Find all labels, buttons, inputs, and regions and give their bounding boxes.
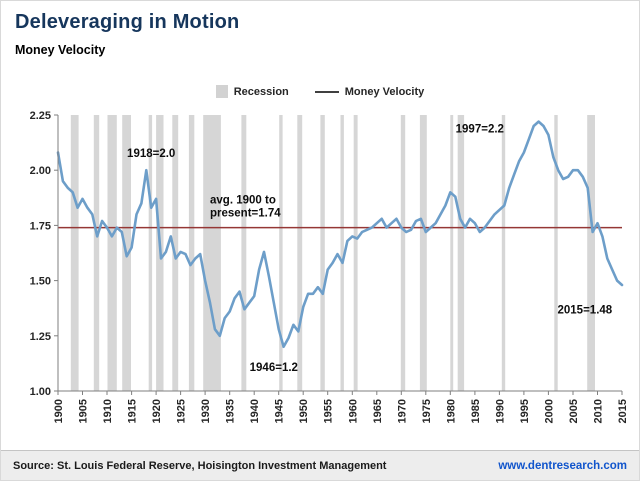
y-axis-label: 1.75 bbox=[30, 220, 51, 232]
money-velocity-line bbox=[56, 120, 624, 349]
recession-band bbox=[203, 115, 221, 391]
x-axis-label: 1900 bbox=[53, 399, 65, 423]
x-axis-label: 1935 bbox=[225, 399, 237, 423]
x-axis-label: 1990 bbox=[494, 399, 506, 423]
annotation: 2015=1.48 bbox=[558, 305, 613, 317]
chart-subtitle: Money Velocity bbox=[15, 43, 106, 57]
recession-band bbox=[320, 115, 325, 391]
y-axis-label: 1.25 bbox=[30, 331, 51, 343]
annotation: 1997=2.2 bbox=[456, 124, 504, 136]
x-axis-label: 1970 bbox=[396, 399, 408, 423]
x-axis-label: 1995 bbox=[519, 399, 531, 423]
recession-band bbox=[501, 115, 506, 391]
recession-band bbox=[188, 115, 195, 391]
recession-band bbox=[450, 115, 454, 391]
footer: Source: St. Louis Federal Reserve, Hoisi… bbox=[1, 450, 639, 480]
legend-label-recession: Recession bbox=[233, 85, 289, 98]
x-axis-label: 1945 bbox=[274, 399, 286, 423]
recession-band bbox=[297, 115, 303, 391]
recession-band bbox=[457, 115, 465, 391]
dentresearch-link[interactable]: www.dentresearch.com bbox=[498, 459, 627, 472]
recession-band bbox=[353, 115, 358, 391]
x-axis-label: 2000 bbox=[543, 399, 555, 423]
x-axis-label: 1965 bbox=[372, 399, 384, 423]
recession-band bbox=[279, 115, 283, 391]
annotation: avg. 1900 to present=1.74 bbox=[210, 194, 281, 219]
x-axis-label: 1930 bbox=[200, 399, 212, 423]
recession-band bbox=[93, 115, 100, 391]
x-axis-label: 2015 bbox=[617, 399, 629, 423]
recession-band bbox=[241, 115, 247, 391]
y-axis-label: 2.00 bbox=[30, 165, 51, 177]
legend-label-money-velocity: Money Velocity bbox=[344, 85, 425, 98]
x-axis-label: 1915 bbox=[127, 399, 139, 423]
y-axis-label: 2.25 bbox=[30, 110, 51, 122]
annotation: 1918=2.0 bbox=[127, 148, 175, 160]
recession-band bbox=[340, 115, 344, 391]
x-axis-label: 1975 bbox=[421, 399, 433, 423]
x-axis-label: 1950 bbox=[298, 399, 310, 423]
source-text: Source: St. Louis Federal Reserve, Hoisi… bbox=[13, 459, 387, 472]
recession-band bbox=[70, 115, 79, 391]
x-axis-label: 2005 bbox=[568, 399, 580, 423]
recession-band bbox=[419, 115, 427, 391]
x-axis-label: 1985 bbox=[470, 399, 482, 423]
recession-band bbox=[107, 115, 117, 391]
x-axis-label: 1955 bbox=[323, 399, 335, 423]
money-velocity-chart: 1.00 1.25 1.50 1.75 2.00 2.25 1900 1905 1910 1915… bbox=[30, 110, 629, 423]
line-swatch-icon bbox=[314, 90, 339, 93]
annotation: 1946=1.2 bbox=[250, 362, 298, 374]
y-axis-label: 1.50 bbox=[30, 276, 51, 288]
x-axis-label: 1960 bbox=[347, 399, 359, 423]
recession-band bbox=[587, 115, 595, 391]
y-axis-label: 1.00 bbox=[30, 386, 51, 398]
recession-band bbox=[148, 115, 153, 391]
recession-band bbox=[554, 115, 558, 391]
x-axis-label: 1925 bbox=[176, 399, 188, 423]
recession-band bbox=[400, 115, 406, 391]
page-title: Deleveraging in Motion bbox=[15, 11, 240, 33]
recession-swatch-icon bbox=[215, 85, 228, 98]
chart-legend: Recession Money Velocity bbox=[1, 85, 639, 98]
x-axis-label: 2010 bbox=[593, 399, 605, 423]
legend-item-money-velocity: Money Velocity bbox=[314, 85, 425, 98]
x-axis-label: 1980 bbox=[445, 399, 457, 423]
x-axis-label: 1905 bbox=[78, 399, 90, 423]
x-axis-label: 1910 bbox=[102, 399, 114, 423]
legend-item-recession: Recession bbox=[215, 85, 289, 98]
x-axis-label: 1940 bbox=[249, 399, 261, 423]
x-axis-label: 1920 bbox=[151, 399, 163, 423]
